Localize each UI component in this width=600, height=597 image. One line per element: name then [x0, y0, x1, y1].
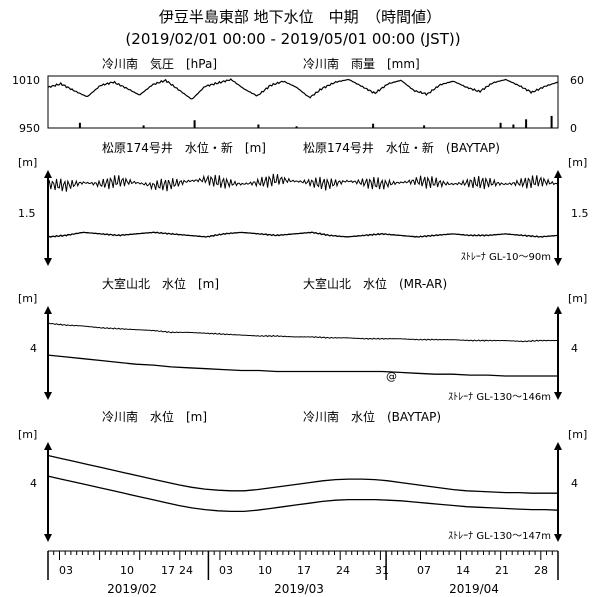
- x-tick-label: 14: [456, 564, 470, 577]
- panel2-unit-left: [m]: [18, 156, 37, 169]
- x-tick-label: 24: [336, 564, 350, 577]
- hiyakawa-corrected-series: [47, 475, 559, 513]
- axis-arrowhead: [554, 442, 562, 450]
- axis-arrowhead: [44, 306, 52, 314]
- panel1-right-top-tick: 60: [570, 74, 584, 87]
- axis-arrowhead: [44, 258, 52, 266]
- x-tick-label: 28: [534, 564, 548, 577]
- x-tick-label: 17: [297, 564, 311, 577]
- panel3-left-label: 大室山北 水位 [m]: [102, 276, 219, 291]
- panel2-footer: ｽﾄﾚｰﾅ GL-10～90m: [461, 251, 551, 263]
- panel4-unit-right: [m]: [568, 428, 587, 441]
- panel2-left-label: 松原174号井 水位・新 [m]: [102, 140, 266, 155]
- rain-bar: [512, 124, 515, 128]
- time-axis-ticks: [47, 551, 559, 580]
- rain-bar: [423, 125, 426, 128]
- panel2-level-left: 1.5: [18, 207, 36, 220]
- axis-arrowhead: [554, 170, 562, 178]
- chart-subtitle: (2019/02/01 00:00 - 2019/05/01 00:00 (JS…: [125, 30, 460, 48]
- x-tick-label: 07: [417, 564, 431, 577]
- matsubara-corrected-series: [47, 231, 559, 238]
- month-label: 2019/03: [274, 582, 324, 596]
- panel1-left-top-tick: 1010: [12, 74, 40, 87]
- panel4-left-label: 冷川南 水位 [m]: [102, 409, 207, 424]
- axis-arrowhead: [554, 258, 562, 266]
- rain-series: [78, 115, 553, 128]
- panel-hiyakawa: 冷川南 水位 [m] 冷川南 水位 (BAYTAP) [m] [m] 4 4 ｽ…: [18, 409, 587, 542]
- panel1-right-bottom-tick: 0: [570, 122, 577, 135]
- panel-omuroyama: 大室山北 水位 [m] 大室山北 水位 (MR-AR) [m] [m] 4 4 …: [18, 276, 587, 403]
- rain-bar: [550, 115, 553, 128]
- hiyakawa-raw-series: [47, 454, 558, 494]
- axis-arrowhead: [554, 534, 562, 542]
- pressure-series: [47, 78, 559, 100]
- month-label: 2019/04: [449, 582, 499, 596]
- omuroyama-raw-series: [47, 322, 559, 343]
- rain-bar: [499, 122, 502, 128]
- x-tick-label: 10: [120, 564, 134, 577]
- month-label: 2019/02: [107, 582, 157, 596]
- axis-arrowhead: [554, 392, 562, 400]
- panel3-level-right: 4: [571, 342, 578, 355]
- axis-arrows: [44, 170, 562, 542]
- panel4-unit-left: [m]: [18, 428, 37, 441]
- panel1-left-bottom-tick: 950: [19, 122, 40, 135]
- axis-arrowhead: [44, 170, 52, 178]
- panel-pressure-rain: 冷川南 気圧 [hPa] 冷川南 雨量 [mm] 1010 950 60 0: [12, 56, 584, 135]
- rain-bar: [78, 122, 81, 128]
- axis-arrowhead: [554, 306, 562, 314]
- panel3-marker: @: [386, 370, 397, 383]
- axis-arrowhead: [44, 442, 52, 450]
- rain-bar: [257, 124, 260, 128]
- panel-matsubara: 松原174号井 水位・新 [m] 松原174号井 水位・新 (BAYTAP) […: [18, 140, 589, 263]
- panel1-left-label: 冷川南 気圧 [hPa]: [102, 56, 217, 71]
- chart-title: 伊豆半島東部 地下水位 中期 （時間値）: [159, 8, 441, 26]
- rain-bar: [142, 125, 145, 128]
- panel3-unit-left: [m]: [18, 292, 37, 305]
- x-tick-label: 31: [375, 564, 389, 577]
- axis-arrowhead: [44, 534, 52, 542]
- x-tick-label: 10: [258, 564, 272, 577]
- panel2-level-right: 1.5: [571, 207, 589, 220]
- panel3-right-label: 大室山北 水位 (MR-AR): [303, 276, 447, 291]
- panel2-unit-right: [m]: [568, 156, 587, 169]
- panel4-level-left: 4: [30, 477, 37, 490]
- x-tick-label: 03: [59, 564, 73, 577]
- panel4-right-label: 冷川南 水位 (BAYTAP): [303, 409, 441, 424]
- rain-bar: [525, 119, 528, 128]
- x-tick-label: 17: [161, 564, 175, 577]
- time-axis: 03 10 17 24 03 10 17 24 31 07 14 21 28 2…: [47, 550, 559, 596]
- panel2-right-label: 松原174号井 水位・新 (BAYTAP): [303, 140, 500, 155]
- axis-arrowhead: [44, 392, 52, 400]
- panel3-footer: ｽﾄﾚｰﾅ GL-130～146m: [448, 391, 551, 403]
- panel1-right-label: 冷川南 雨量 [mm]: [303, 56, 420, 71]
- rain-bar: [295, 126, 298, 128]
- panel1-frame: [47, 75, 559, 129]
- panel3-unit-right: [m]: [568, 292, 587, 305]
- panel3-level-left: 4: [30, 342, 37, 355]
- panel4-level-right: 4: [571, 477, 578, 490]
- omuroyama-corrected-series: [47, 354, 558, 377]
- x-tick-label: 21: [495, 564, 509, 577]
- x-tick-label: 03: [219, 564, 233, 577]
- rain-bar: [193, 120, 196, 128]
- matsubara-raw-series: [47, 173, 559, 192]
- panel4-footer: ｽﾄﾚｰﾅ GL-130～147m: [448, 530, 551, 542]
- rain-bar: [372, 123, 375, 128]
- x-tick-label: 24: [179, 564, 193, 577]
